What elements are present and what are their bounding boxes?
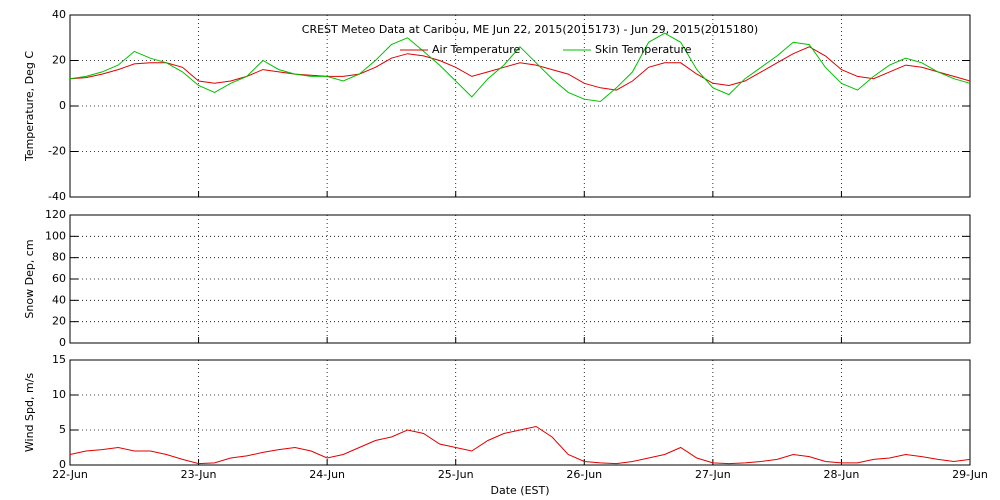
x-tick-label: 23-Jun xyxy=(181,468,217,481)
legend-label: Skin Temperature xyxy=(595,43,692,56)
x-tick-label: 25-Jun xyxy=(438,468,474,481)
chart-title: CREST Meteo Data at Caribou, ME Jun 22, … xyxy=(302,23,758,36)
x-tick-label: 29-Jun xyxy=(952,468,988,481)
y-tick-label: 0 xyxy=(59,336,66,349)
data-line xyxy=(69,32,971,103)
y-tick-label: -20 xyxy=(48,145,66,158)
y-tick-label: 40 xyxy=(52,293,66,306)
y-axis-label: Wind Spd, m/s xyxy=(23,373,36,453)
y-tick-label: 40 xyxy=(52,8,66,21)
x-tick-label: 28-Jun xyxy=(824,468,860,481)
y-tick-label: 10 xyxy=(52,388,66,401)
y-axis-label: Temperature, Deg C xyxy=(23,51,36,162)
x-tick-label: 24-Jun xyxy=(309,468,345,481)
y-axis-label: Snow Dep, cm xyxy=(23,239,36,318)
x-tick-label: 22-Jun xyxy=(52,468,88,481)
y-tick-label: 0 xyxy=(59,99,66,112)
y-tick-label: -40 xyxy=(48,190,66,203)
y-tick-label: 120 xyxy=(45,208,66,221)
plot-frame xyxy=(69,214,971,344)
plot-frame xyxy=(69,14,971,198)
x-tick-label: 27-Jun xyxy=(695,468,731,481)
x-tick-label: 26-Jun xyxy=(566,468,602,481)
y-tick-label: 80 xyxy=(52,251,66,264)
data-line xyxy=(69,425,971,465)
y-tick-label: 0 xyxy=(59,458,66,471)
y-tick-label: 20 xyxy=(52,54,66,67)
legend-label: Air Temperature xyxy=(432,43,521,56)
plot-frame xyxy=(69,359,971,466)
y-tick-label: 100 xyxy=(45,229,66,242)
y-tick-label: 15 xyxy=(52,353,66,366)
y-tick-label: 60 xyxy=(52,272,66,285)
x-axis-label: Date (EST) xyxy=(490,484,549,497)
y-tick-label: 20 xyxy=(52,315,66,328)
data-line xyxy=(69,46,971,91)
y-tick-label: 5 xyxy=(59,423,66,436)
